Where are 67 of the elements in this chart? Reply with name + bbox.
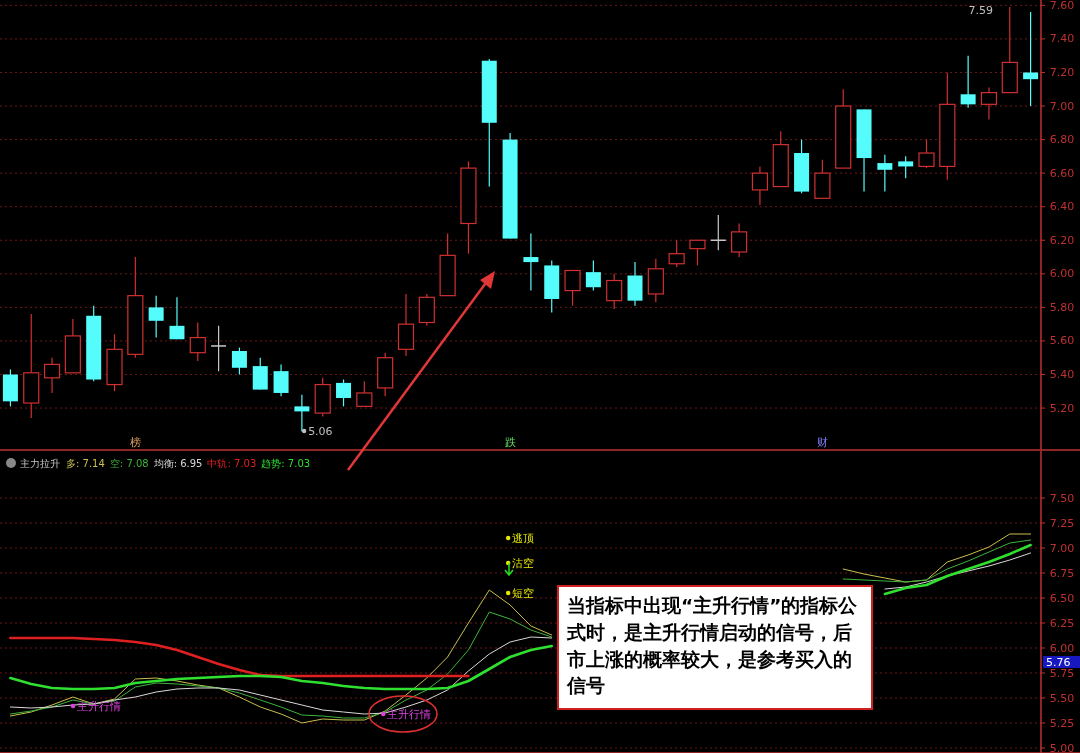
candlestick <box>210 325 227 372</box>
candlestick <box>751 165 769 206</box>
candlestick <box>523 232 539 292</box>
candlestick <box>606 273 623 310</box>
annotation: 短空 <box>512 586 535 600</box>
y-tick-label: 7.40 <box>1049 32 1075 46</box>
annotation: 逃顶 <box>512 531 535 545</box>
candlestick <box>918 138 935 169</box>
y-tick-label: 5.00 <box>1049 741 1075 753</box>
y-tick-label: 7.20 <box>1049 65 1075 79</box>
y-tick-label: 6.60 <box>1049 166 1075 180</box>
candlestick <box>189 321 206 362</box>
candlestick <box>252 357 268 391</box>
y-tick-label: 5.20 <box>1049 401 1075 415</box>
y-tick-label: 6.50 <box>1049 591 1075 605</box>
candlestick <box>877 154 893 193</box>
annotation: 财 <box>816 435 828 449</box>
candlestick <box>564 269 581 307</box>
candlestick <box>231 347 247 376</box>
candlestick <box>668 239 685 268</box>
candlestick <box>731 222 748 258</box>
y-tick-label: 6.80 <box>1049 133 1075 147</box>
y-tick-label: 5.50 <box>1049 691 1075 705</box>
text: 5.76 <box>1046 655 1071 669</box>
y-tick-label: 6.00 <box>1049 641 1075 655</box>
y-tick-label: 7.00 <box>1049 99 1075 113</box>
annotation: 沽空 <box>512 556 535 570</box>
y-tick-label: 7.50 <box>1049 491 1075 505</box>
y-tick-label: 6.25 <box>1049 616 1075 630</box>
candlestick <box>43 357 61 394</box>
text: 空: 7.08 <box>109 457 149 469</box>
candlestick <box>273 363 289 397</box>
text: 均衡: 6.95 <box>152 457 203 469</box>
y-tick-label: 6.20 <box>1049 233 1075 247</box>
line-series <box>9 636 470 678</box>
y-tick-label: 6.00 <box>1049 267 1075 281</box>
text: 趋势: 7.03 <box>261 457 311 469</box>
text: 中轨: 7.03 <box>207 457 257 469</box>
candlestick <box>294 394 310 433</box>
y-tick-label: 5.60 <box>1049 334 1075 348</box>
candlestick <box>898 155 914 179</box>
candlestick <box>689 239 706 267</box>
y-tick-label: 5.25 <box>1049 716 1075 730</box>
candlestick <box>169 296 185 340</box>
annotation: 主升行情 <box>387 707 432 721</box>
candlestick <box>336 378 352 407</box>
y-tick-label: 5.75 <box>1049 666 1075 680</box>
y-tick-label: 6.75 <box>1049 566 1075 580</box>
y-tick-label: 7.60 <box>1049 0 1075 12</box>
text: 多: 7.14 <box>66 457 105 469</box>
annotation: 5.06 <box>308 424 333 438</box>
candlestick <box>356 380 373 407</box>
annotation: 榜 <box>129 435 141 449</box>
candlestick <box>585 259 601 292</box>
y-tick-label: 7.00 <box>1049 541 1075 555</box>
candlestick <box>1023 11 1039 107</box>
y-tick-label: 5.40 <box>1049 367 1075 381</box>
annotation: 跌 <box>504 435 516 449</box>
candlestick <box>148 295 164 339</box>
annotation: 当指标中出现“主升行情”的指标公式时，是主升行情启动的信号，后市上涨的概率较大，是参考买入的信号 <box>557 585 873 710</box>
y-tick-label: 7.25 <box>1049 516 1075 530</box>
annotation: 7.59 <box>968 3 994 17</box>
chart-title: 主力拉升 <box>20 457 60 469</box>
candlestick <box>980 86 998 121</box>
y-tick-label: 6.40 <box>1049 200 1075 214</box>
y-tick-label: 5.80 <box>1049 300 1075 314</box>
candlestick <box>960 55 976 109</box>
